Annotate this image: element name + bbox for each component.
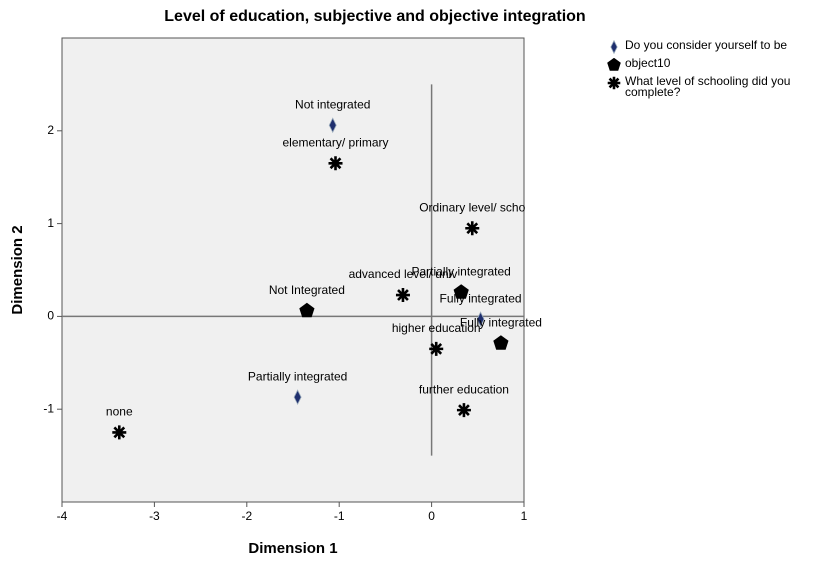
marker-pentagon bbox=[299, 302, 315, 318]
point-label: Not integrated bbox=[295, 97, 370, 111]
marker-pentagon bbox=[453, 284, 469, 299]
marker-star bbox=[429, 341, 444, 356]
x-tick-label: -2 bbox=[241, 509, 252, 523]
point-label: higher education bbox=[392, 321, 481, 335]
legend-icon bbox=[610, 40, 618, 55]
marker-star bbox=[328, 156, 343, 171]
x-tick-label: 0 bbox=[428, 509, 435, 523]
marker-star bbox=[607, 76, 621, 90]
marker-diamond bbox=[610, 40, 618, 55]
y-axis-label: Dimension 2 bbox=[9, 225, 26, 314]
x-tick-label: 1 bbox=[521, 509, 528, 523]
point-label: Not Integrated bbox=[269, 283, 345, 297]
legend: Do you consider yourself to be object10 Wh… bbox=[606, 38, 812, 100]
y-tick-label: 2 bbox=[47, 123, 54, 137]
marker-star bbox=[465, 221, 480, 236]
point-label: elementary/ primary bbox=[282, 135, 388, 149]
marker-star bbox=[456, 403, 471, 418]
marker-diamond bbox=[328, 117, 337, 134]
marker-diamond bbox=[476, 311, 485, 328]
marker-pentagon bbox=[493, 335, 509, 350]
legend-label: object10 bbox=[625, 56, 671, 70]
legend-label: What level of schooling did you complete… bbox=[625, 74, 791, 99]
x-tick-label: -4 bbox=[57, 509, 68, 523]
x-axis-label: Dimension 1 bbox=[248, 540, 337, 557]
point-label: advanced level/ univ bbox=[349, 267, 458, 281]
marker-star bbox=[112, 425, 127, 440]
y-tick-label: -1 bbox=[43, 401, 54, 415]
x-tick-label: -1 bbox=[334, 509, 345, 523]
point-label: further education bbox=[419, 382, 509, 396]
x-tick-label: -3 bbox=[149, 509, 160, 523]
point-label: Fully integrated bbox=[440, 291, 522, 305]
legend-entry: Do you consider yourself to be bbox=[606, 38, 812, 56]
y-tick-label: 0 bbox=[47, 309, 54, 323]
legend-icon bbox=[607, 76, 621, 90]
chart-title: Level of education, subjective and objec… bbox=[164, 8, 585, 25]
point-label: none bbox=[106, 405, 133, 419]
point-label: Partially integrated bbox=[411, 264, 510, 278]
legend-label: Do you consider yourself to be bbox=[625, 38, 788, 52]
marker-pentagon bbox=[607, 58, 621, 71]
point-label: Ordinary level/ scho bbox=[419, 200, 525, 214]
plot-area bbox=[61, 37, 525, 503]
legend-entry: What level of schooling did you complete… bbox=[606, 74, 812, 99]
legend-icon bbox=[607, 58, 621, 71]
point-label: Partially integrated bbox=[248, 369, 347, 383]
marker-diamond bbox=[293, 389, 302, 406]
point-label: Fully integrated bbox=[460, 315, 542, 329]
legend-entry: object10 bbox=[606, 56, 812, 74]
marker-star bbox=[395, 288, 410, 303]
y-tick-label: 1 bbox=[47, 216, 54, 230]
